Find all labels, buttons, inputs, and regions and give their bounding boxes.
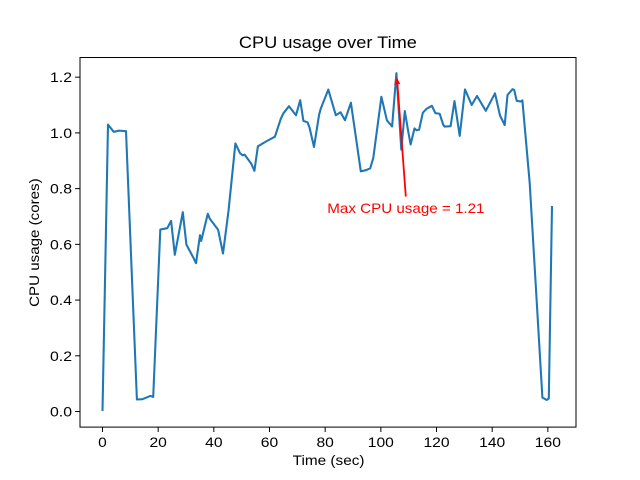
svg-text:Time (sec): Time (sec) — [293, 452, 365, 468]
svg-text:CPU usage over Time: CPU usage over Time — [239, 33, 417, 52]
svg-text:0.2: 0.2 — [50, 348, 72, 364]
svg-text:1.0: 1.0 — [50, 125, 72, 141]
svg-text:120: 120 — [423, 434, 449, 450]
svg-text:160: 160 — [535, 434, 561, 450]
svg-text:0.0: 0.0 — [50, 404, 72, 420]
svg-text:0.6: 0.6 — [50, 236, 72, 252]
svg-text:0.4: 0.4 — [50, 292, 72, 308]
svg-text:80: 80 — [316, 434, 334, 450]
svg-text:40: 40 — [205, 434, 223, 450]
svg-text:100: 100 — [368, 434, 394, 450]
svg-text:CPU usage (cores): CPU usage (cores) — [26, 178, 42, 307]
svg-text:140: 140 — [479, 434, 505, 450]
svg-text:Max CPU usage = 1.21: Max CPU usage = 1.21 — [327, 200, 484, 216]
svg-text:0.8: 0.8 — [50, 181, 72, 197]
svg-text:1.2: 1.2 — [50, 69, 72, 85]
svg-text:0: 0 — [98, 434, 107, 450]
svg-text:60: 60 — [261, 434, 279, 450]
svg-text:20: 20 — [149, 434, 167, 450]
